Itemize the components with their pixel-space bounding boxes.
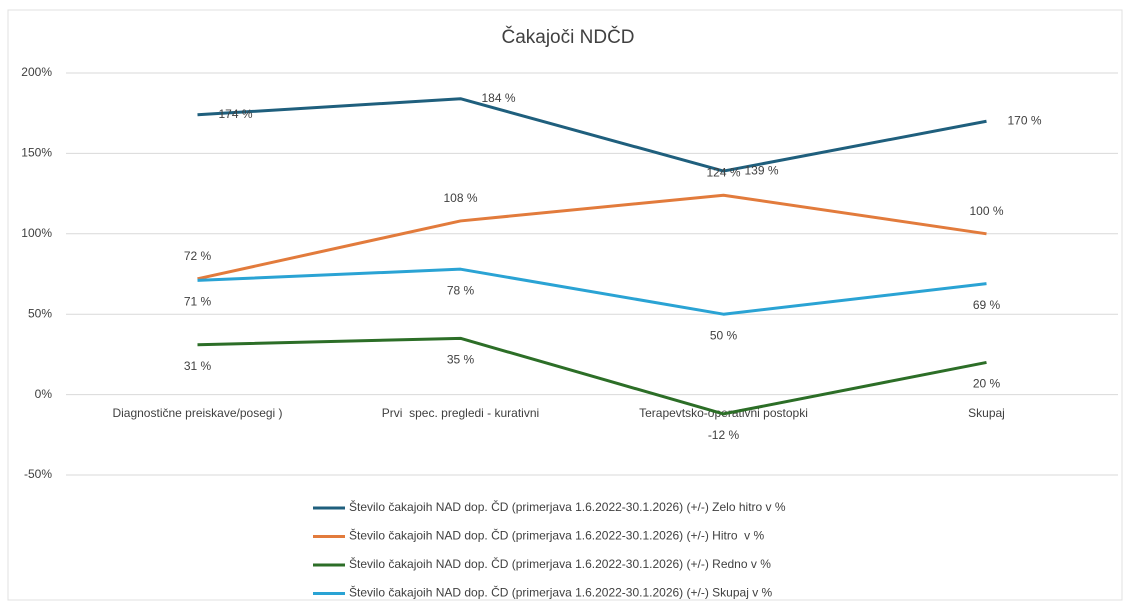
data-label: 20 %	[973, 377, 1001, 391]
y-tick-label: -50%	[24, 467, 52, 481]
line	[197, 267, 987, 316]
x-tick-label: Prvi spec. pregledi - kurativni	[382, 406, 539, 420]
data-label: 35 %	[447, 352, 475, 366]
y-tick-label: 50%	[28, 306, 52, 320]
line	[197, 193, 987, 281]
data-label: 78 %	[447, 283, 475, 297]
data-label: -12 %	[708, 428, 740, 442]
data-label: 170 %	[1007, 113, 1041, 127]
data-label: 72 %	[184, 249, 212, 263]
data-label: 124 %	[706, 165, 740, 179]
legend-label: Število čakajoih NAD dop. ČD (primerjava…	[349, 528, 765, 543]
data-label: 71 %	[184, 295, 212, 309]
data-label: 100 %	[969, 204, 1003, 218]
data-label: 50 %	[710, 328, 738, 342]
data-label: 184 %	[481, 91, 515, 105]
y-tick-label: 0%	[35, 387, 53, 401]
y-tick-label: 150%	[21, 146, 52, 160]
legend-label: Število čakajoih NAD dop. ČD (primerjava…	[349, 499, 786, 514]
legend-label: Število čakajoih NAD dop. ČD (primerjava…	[349, 556, 771, 571]
data-label: 139 %	[744, 163, 778, 177]
data-label: 31 %	[184, 359, 212, 373]
line	[197, 97, 987, 173]
data-label: 69 %	[973, 298, 1001, 312]
chart-frame	[7, 9, 1123, 601]
x-tick-label: Diagnostične preiskave/posegi )	[112, 406, 282, 420]
data-label: 174 %	[218, 107, 252, 121]
line	[197, 336, 987, 416]
y-tick-label: 100%	[21, 226, 52, 240]
x-tick-label: Skupaj	[968, 406, 1005, 420]
legend-label: Število čakajoih NAD dop. ČD (primerjava…	[349, 585, 773, 600]
y-tick-label: 200%	[21, 65, 52, 79]
chart-title: Čakajoči NDČD	[501, 26, 634, 48]
data-label: 108 %	[443, 191, 477, 205]
